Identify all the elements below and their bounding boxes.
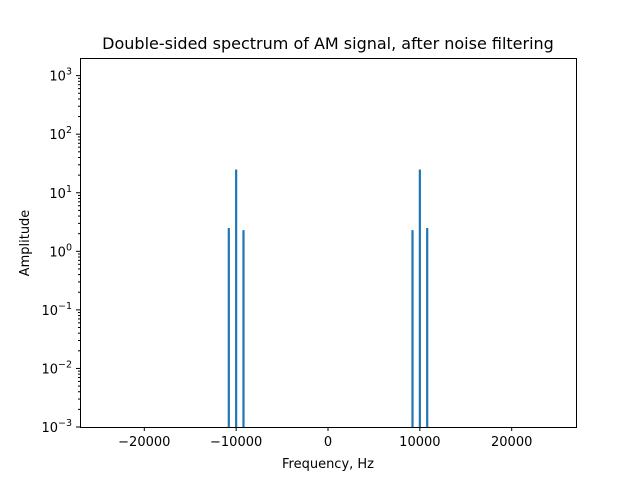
x-axis: −20000 −10000 0 10000 20000 bbox=[118, 427, 532, 450]
y-tick-base: 10 bbox=[41, 362, 58, 377]
y-tick-label: 102 bbox=[49, 125, 72, 143]
x-axis-label: Frequency, Hz bbox=[282, 457, 374, 472]
y-tick-exponent: 3 bbox=[66, 67, 72, 78]
x-tick-label: 10000 bbox=[399, 435, 440, 450]
y-tick-base: 10 bbox=[49, 128, 66, 143]
x-tick-label: −10000 bbox=[210, 435, 262, 450]
y-tick-base: 10 bbox=[41, 304, 58, 319]
y-tick-exponent: 0 bbox=[66, 242, 72, 253]
x-tick-label: 20000 bbox=[491, 435, 532, 450]
y-tick-label: 10−3 bbox=[41, 418, 72, 436]
y-tick-label: 101 bbox=[49, 184, 72, 202]
y-tick-base: 10 bbox=[49, 70, 66, 85]
y-tick-exponent: −3 bbox=[58, 418, 72, 429]
y-tick-base: 10 bbox=[49, 187, 66, 202]
x-tick-label: 0 bbox=[324, 435, 332, 450]
x-tick-label: −20000 bbox=[118, 435, 170, 450]
y-tick-label: 10−1 bbox=[41, 301, 72, 319]
y-tick-label: 100 bbox=[49, 242, 72, 260]
y-tick-base: 10 bbox=[49, 245, 66, 260]
y-tick-label: 10−2 bbox=[41, 359, 72, 377]
y-tick-exponent: 2 bbox=[66, 125, 72, 136]
y-axis-label: Amplitude bbox=[18, 210, 33, 277]
y-tick-base: 10 bbox=[41, 421, 58, 436]
plot-area bbox=[227, 169, 429, 427]
y-tick-exponent: −2 bbox=[58, 359, 72, 370]
y-tick-label: 103 bbox=[49, 67, 72, 85]
y-tick-exponent: −1 bbox=[58, 301, 72, 312]
y-tick-exponent: 1 bbox=[66, 184, 72, 195]
chart-title: Double-sided spectrum of AM signal, afte… bbox=[102, 34, 554, 53]
